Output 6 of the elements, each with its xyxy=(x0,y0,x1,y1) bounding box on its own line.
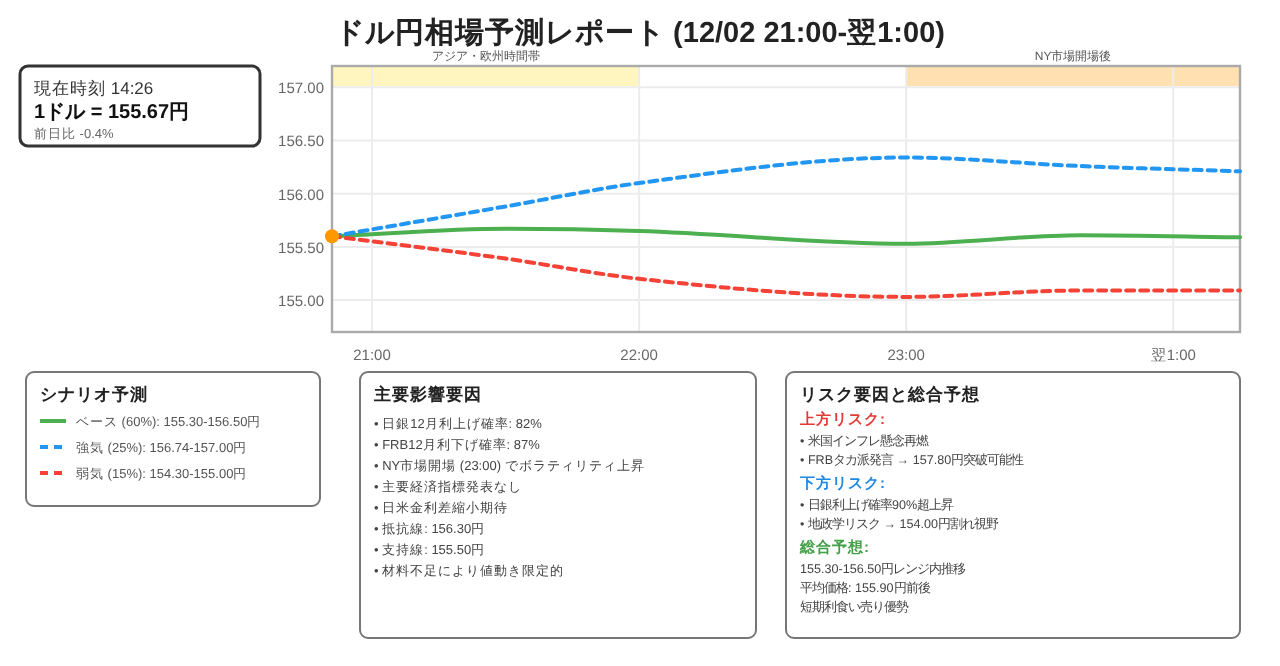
text: リスク要因と総合予想 xyxy=(800,384,982,404)
text: 1ドル = 155.67円 xyxy=(34,102,190,124)
chart-title: ドル円相場予測レポート (12/02 21:00-翌1:00) xyxy=(335,16,946,50)
text: 主要影響要因 xyxy=(372,384,482,404)
text: 現在時刻 14:26 xyxy=(34,78,154,98)
legend-title: シナリオ予測 xyxy=(40,384,148,404)
